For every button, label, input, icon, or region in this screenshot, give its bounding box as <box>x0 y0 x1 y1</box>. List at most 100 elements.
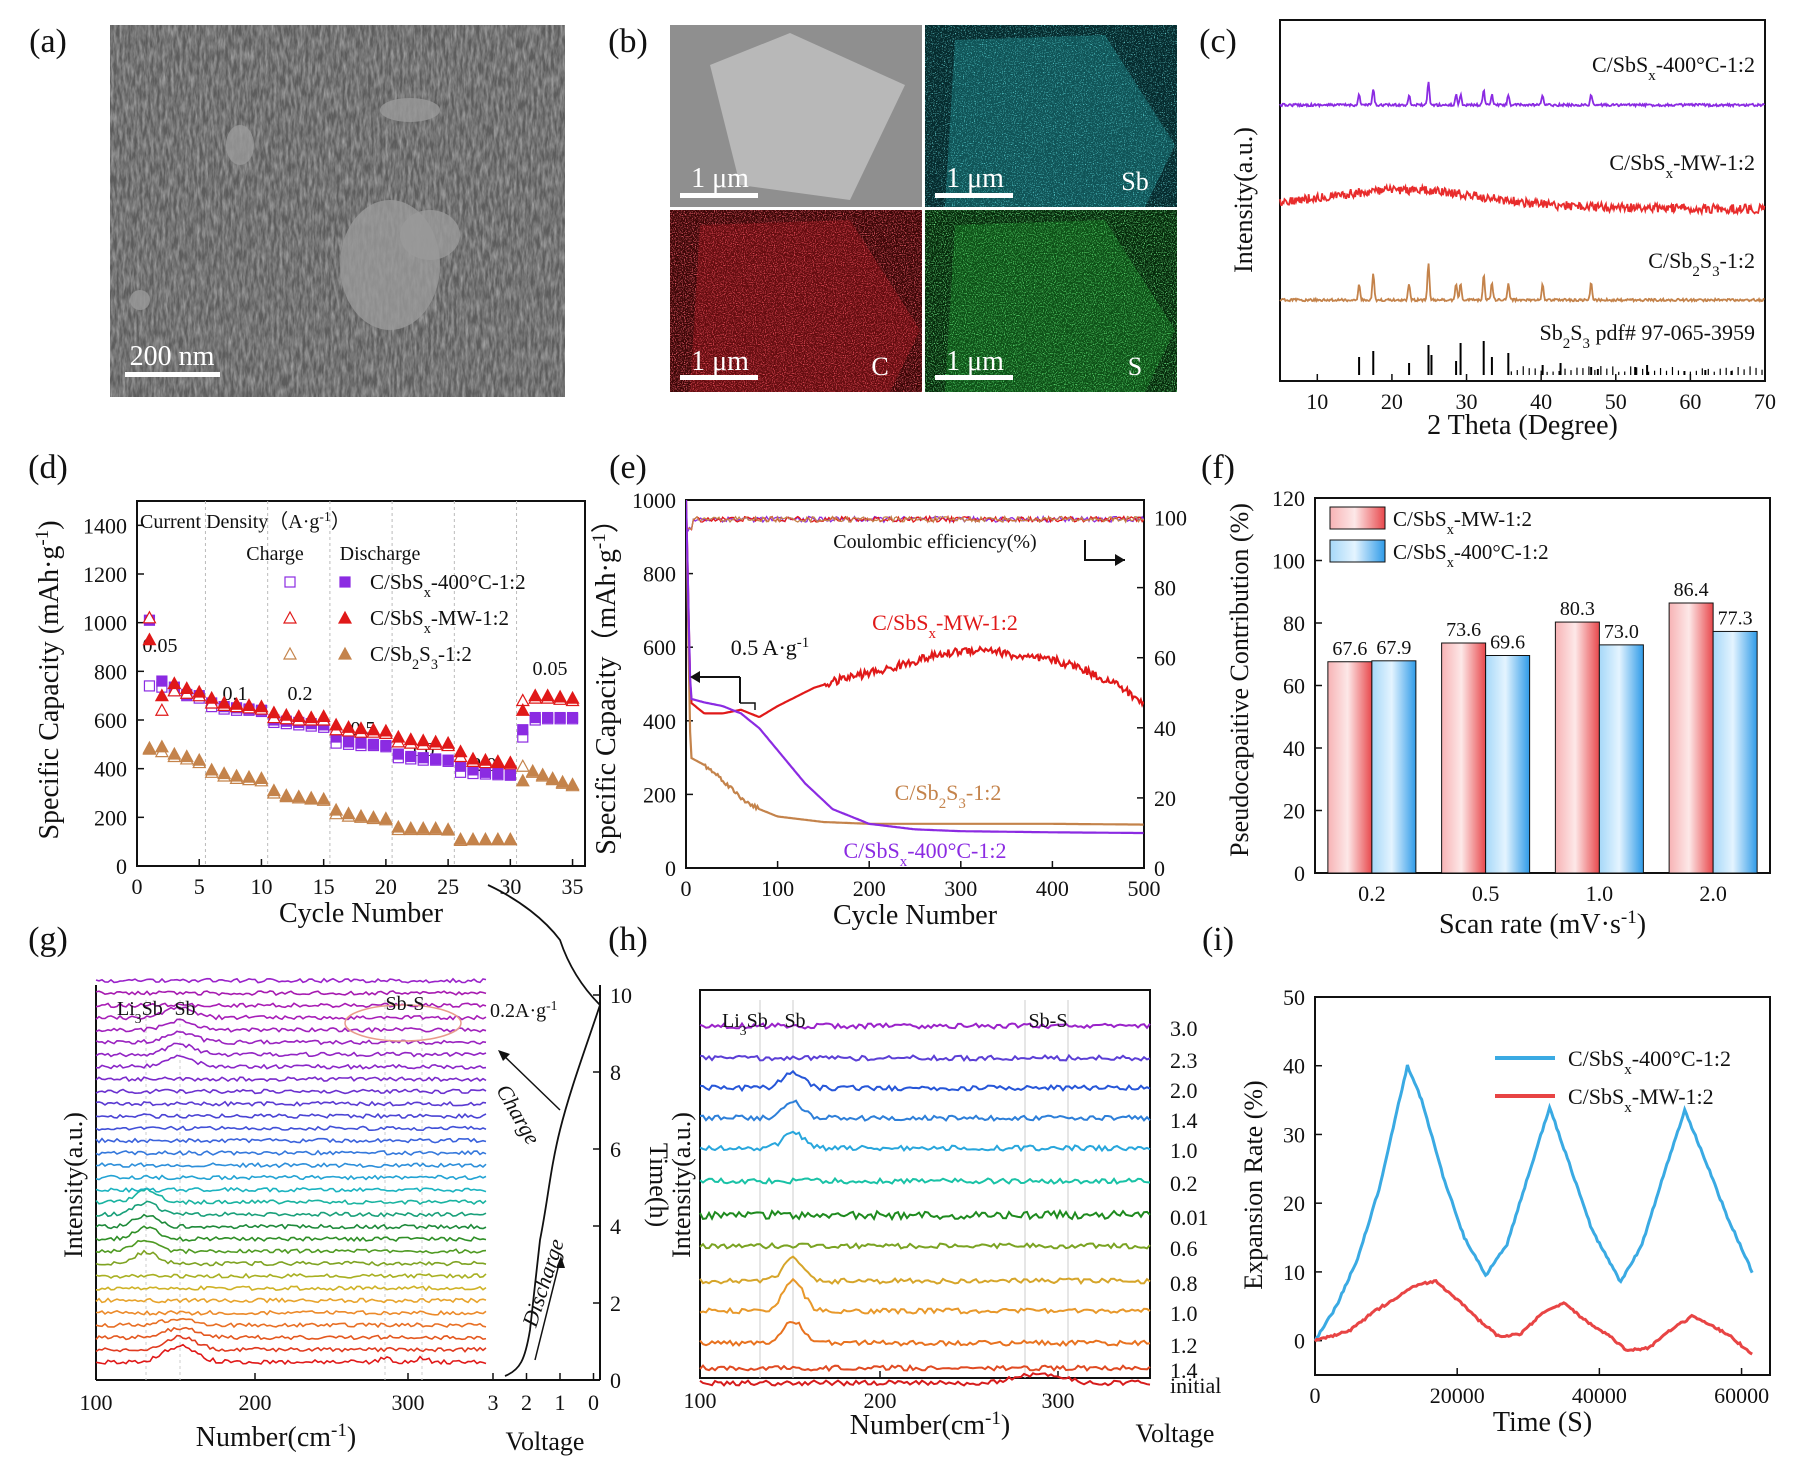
capacity-curve <box>686 500 1144 826</box>
plot-frame <box>1314 996 1771 1376</box>
voltage-tick-label: 2 <box>521 1390 532 1415</box>
x-tick-label: 70 <box>1754 389 1776 414</box>
panel-letter-a: (a) <box>29 23 67 60</box>
scale-bar-label: 1 μm <box>946 346 1004 377</box>
raman-spectrum <box>95 1213 487 1230</box>
discharge-point <box>353 808 369 822</box>
bar <box>1554 621 1600 874</box>
raman-spectrum <box>699 1277 1151 1315</box>
time-tick-label: 0 <box>610 1368 621 1393</box>
bar <box>1712 630 1758 874</box>
y2-tick-label: 40 <box>1154 716 1176 741</box>
bar-value-label: 73.0 <box>1604 621 1639 643</box>
panel-letter-h: (h) <box>608 921 648 958</box>
discharge-point <box>417 752 429 764</box>
discharge-point <box>565 690 580 704</box>
discharge-point <box>465 831 481 845</box>
discharge-point <box>179 749 194 763</box>
discharge-point <box>490 831 505 845</box>
arrow-right <box>1084 540 1125 561</box>
x-tick-label: 400 <box>1036 876 1069 901</box>
voltage-axis-label: Voltage <box>506 1427 585 1456</box>
series-label-mw: C/SbSx-MW-1:2 <box>872 610 1018 642</box>
discharge-point <box>391 729 406 743</box>
panel-d-rate: 0 5 10 15 20 25 30 35 0 200 400 600 800 1000 1200 1400 C… <box>32 500 586 929</box>
bar-value-label: 69.6 <box>1490 632 1525 654</box>
panel-a-sem-image: 200 nm <box>110 25 565 397</box>
raman-spectrum <box>699 1364 1151 1373</box>
discharge-point <box>154 739 169 753</box>
annotation-ce: Coulombic efficiency(%) <box>833 531 1036 553</box>
x-axis-label: 2 Theta (Degree) <box>1427 410 1618 441</box>
raman-spectrum <box>95 1162 487 1169</box>
series-label: Sb2S3 pdf# 97-065-3959 <box>1540 320 1755 352</box>
charge-arrow-head <box>498 1050 510 1061</box>
coulombic-efficiency <box>686 500 1144 835</box>
y-tick-label: 120 <box>1272 486 1305 511</box>
voltage-label: Voltage <box>1136 1419 1215 1448</box>
y-tick-label: 100 <box>1272 549 1305 574</box>
y-tick-label: 0 <box>1294 1329 1305 1354</box>
y2-tick-label: 60 <box>1154 646 1176 671</box>
eds-grain-region <box>945 220 1175 392</box>
y-axis-label: Intensity(a.u.) <box>59 1112 88 1258</box>
raman-spectrum <box>95 1334 487 1353</box>
voltage-tick-label: 2.0 <box>1170 1078 1198 1103</box>
bar <box>1441 642 1487 874</box>
discharge-point <box>241 698 257 711</box>
current-label: 0.2A·g-1 <box>490 998 557 1023</box>
discharge-point <box>565 777 580 791</box>
discharge-point <box>478 752 493 766</box>
bar-value-label: 80.3 <box>1560 598 1595 620</box>
bar <box>1371 660 1417 874</box>
raman-spectrum <box>95 1112 487 1120</box>
raman-spectrum <box>95 1137 487 1144</box>
legend-label: C/SbSx-MW-1:2 <box>1568 1084 1714 1116</box>
xrd-curve <box>1279 263 1765 304</box>
bar-value-label: 67.6 <box>1332 638 1367 660</box>
bar <box>1485 655 1531 874</box>
y-tick-label: 50 <box>1283 985 1305 1010</box>
x-tick-label: 200 <box>239 1390 272 1415</box>
panel-g-raman: 100 200 300Number(cm-1)Intensity(a.u.)Li3S… <box>59 884 673 1456</box>
discharge-point <box>515 773 530 787</box>
charge-point <box>154 703 169 716</box>
raman-spectrum <box>95 1042 487 1058</box>
voltage-tick-label: 0 <box>588 1390 599 1415</box>
x-tick-label: 300 <box>1042 1388 1075 1413</box>
discharge-point <box>341 806 356 820</box>
raman-spectrum <box>699 1241 1151 1250</box>
voltage-tick-label: initial <box>1170 1373 1221 1398</box>
raman-spectrum <box>95 1006 487 1021</box>
plot-frame <box>699 989 1151 1379</box>
voltage-tick-label: 2.3 <box>1170 1048 1198 1073</box>
legend-discharge-marker <box>337 646 353 660</box>
discharge-point <box>405 750 417 763</box>
raman-spectrum <box>699 1130 1151 1153</box>
voltage-tick-label: 0.6 <box>1170 1236 1198 1261</box>
eds-dots <box>670 210 922 392</box>
raman-spectrum <box>95 1326 487 1341</box>
x-tick-label: 0 <box>681 876 692 901</box>
y2-tick-label: 0 <box>1154 856 1165 881</box>
scale-bar <box>680 193 758 198</box>
raman-spectrum <box>95 1317 487 1329</box>
peak-label-li3sb: Li3Sb <box>117 998 163 1026</box>
discharge-point <box>515 703 530 716</box>
discharge-point <box>380 739 392 752</box>
discharge-point <box>291 789 306 803</box>
discharge-point <box>229 696 244 710</box>
xrd-curve <box>1279 182 1766 217</box>
raman-spectrum <box>95 1187 487 1206</box>
raman-spectrum <box>95 1225 487 1243</box>
panel-c-xrd: 10 20 30 40 50 60 70 2 Theta (Degree) Intensity(… <box>1229 19 1776 441</box>
bracket <box>740 702 756 710</box>
discharge-point <box>503 831 518 845</box>
series-label-sb2s3: C/Sb2S3-1:2 <box>895 780 1002 812</box>
x-tick-label: 30 <box>1456 389 1478 414</box>
raman-spectrum <box>95 1200 487 1218</box>
eds-dots <box>925 210 1177 392</box>
panel-e-cycling: 0 100 200 300 400 500020040060080010000204060… <box>589 488 1188 931</box>
series-label: C/SbSx-MW-1:2 <box>1609 150 1755 182</box>
discharge-point <box>366 810 381 823</box>
